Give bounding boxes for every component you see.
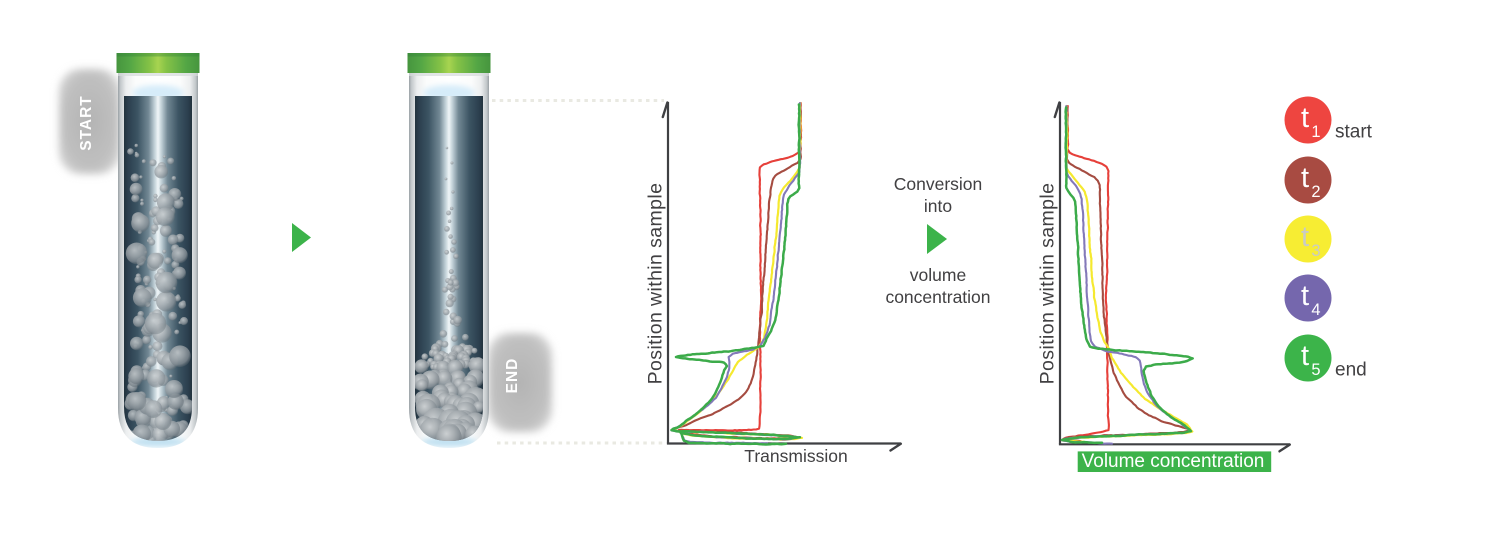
svg-text:end: end bbox=[1335, 360, 1367, 381]
svg-text:t: t bbox=[1301, 340, 1309, 372]
svg-text:5: 5 bbox=[1311, 361, 1320, 379]
svg-text:t: t bbox=[1301, 280, 1309, 312]
svg-text:1: 1 bbox=[1311, 123, 1320, 141]
svg-text:into: into bbox=[924, 196, 952, 216]
svg-text:3: 3 bbox=[1311, 242, 1320, 260]
svg-text:Position within sample: Position within sample bbox=[1037, 183, 1059, 385]
svg-text:Volume concentration: Volume concentration bbox=[1082, 451, 1265, 472]
svg-text:t: t bbox=[1301, 221, 1309, 253]
svg-text:t: t bbox=[1301, 102, 1309, 134]
svg-text:Transmission: Transmission bbox=[744, 446, 847, 466]
svg-text:Conversion: Conversion bbox=[894, 174, 983, 194]
svg-text:concentration: concentration bbox=[885, 287, 990, 307]
svg-text:t: t bbox=[1301, 162, 1309, 194]
svg-text:END: END bbox=[504, 358, 521, 394]
svg-text:2: 2 bbox=[1311, 183, 1320, 201]
svg-text:volume: volume bbox=[910, 265, 966, 285]
svg-text:4: 4 bbox=[1311, 301, 1320, 319]
svg-text:Position within sample: Position within sample bbox=[645, 183, 667, 385]
svg-text:start: start bbox=[1335, 122, 1373, 143]
svg-text:START: START bbox=[78, 95, 95, 151]
